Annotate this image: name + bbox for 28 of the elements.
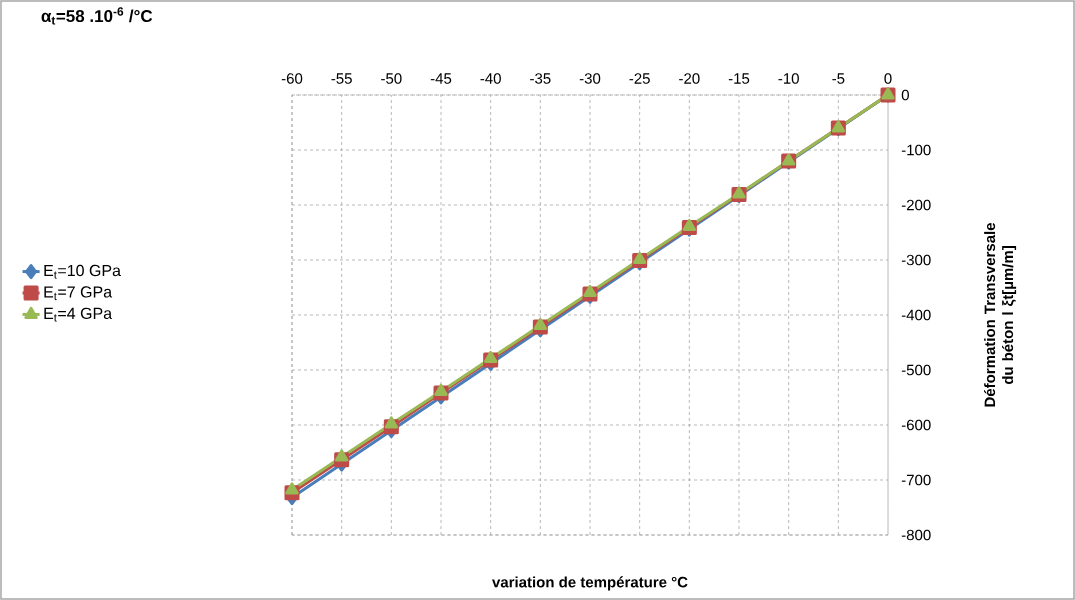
y-tick-label: -500 (901, 364, 931, 376)
y-axis-title: Déformation Transversale du béton l ξt[µm/m] (984, 222, 1017, 407)
x-tick-label: -20 (679, 73, 700, 84)
y-tick-label: -600 (901, 419, 931, 431)
y-tick-label: -200 (901, 199, 931, 211)
legend-label: E$_{t}$=7 GPa (44, 286, 113, 301)
legend-label: E$_{t}$=4 GPa (44, 307, 113, 322)
x-tick-label: -5 (832, 73, 845, 84)
x-tick-label: -55 (331, 73, 352, 84)
x-tick-label: -15 (728, 73, 750, 84)
y-tick-label: -100 (901, 144, 931, 156)
y-tick-label: 0 (901, 89, 909, 101)
legend-label: E$_{t}$=10 GPa (44, 264, 121, 279)
x-tick-label: -45 (430, 73, 452, 84)
y-tick-label: -800 (901, 529, 931, 541)
x-tick-label: 0 (884, 73, 892, 84)
x-tick-label: -50 (381, 73, 402, 84)
y-tick-label: -300 (901, 254, 931, 266)
text: α$_{t}$=58 .10$^{-6}$ /°C (41, 7, 153, 25)
x-tick-label: -25 (629, 73, 650, 84)
x-tick-label: -10 (778, 73, 799, 84)
x-tick-label: -30 (579, 73, 601, 84)
y-tick-label: -700 (901, 474, 931, 486)
x-axis-title: variation de température °C (492, 576, 688, 591)
x-tick-label: -60 (281, 73, 303, 84)
x-tick-label: -35 (530, 73, 551, 84)
y-tick-label: -400 (901, 309, 931, 321)
x-tick-label: -40 (480, 73, 501, 84)
